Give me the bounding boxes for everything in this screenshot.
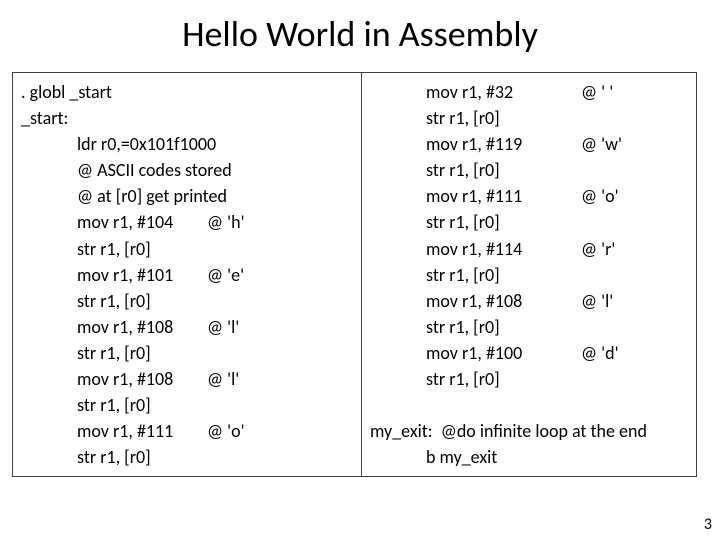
code-text: str r1, [r0] xyxy=(426,262,500,288)
code-text: mov r1, #111 xyxy=(77,418,207,444)
code-line: str r1, [r0] xyxy=(370,209,688,235)
code-line: str r1, [r0] xyxy=(370,366,688,392)
code-text: mov r1, #111 xyxy=(426,183,581,209)
code-text: str r1, [r0] xyxy=(426,209,500,235)
code-container: . globl _start _start: ldr r0,=0x101f100… xyxy=(0,72,720,477)
code-line: mov r1, #119@ 'w' xyxy=(370,131,688,157)
code-line: mov r1, #101@ 'e' xyxy=(21,262,353,288)
code-line: mov r1, #32@ ' ' xyxy=(370,79,688,105)
code-line: mov r1, #100@ 'd' xyxy=(370,340,688,366)
code-text: . globl _start xyxy=(21,79,112,105)
code-line: ldr r0,=0x101f1000 xyxy=(21,131,353,157)
code-text: mov r1, #104 xyxy=(77,209,207,235)
code-comment: @ 'l' xyxy=(581,288,613,314)
code-text: ldr r0,=0x101f1000 xyxy=(77,131,216,157)
code-line: str r1, [r0] xyxy=(21,288,353,314)
code-text: @ at [r0] get printed xyxy=(77,183,227,209)
code-comment: @ 'd' xyxy=(581,340,619,366)
code-comment: @ 'l' xyxy=(207,366,239,392)
code-line: str r1, [r0] xyxy=(21,236,353,262)
code-line: my_exit: @do infinite loop at the end xyxy=(370,418,688,444)
code-line: @ ASCII codes stored xyxy=(21,157,353,183)
code-text: mov r1, #108 xyxy=(77,314,207,340)
code-text: str r1, [r0] xyxy=(77,236,151,262)
code-text: mov r1, #108 xyxy=(426,288,581,314)
code-line: mov r1, #104@ 'h' xyxy=(21,209,353,235)
code-line: str r1, [r0] xyxy=(21,444,353,470)
page-number: 3 xyxy=(704,515,712,534)
code-comment: @ 'w' xyxy=(581,131,622,157)
code-comment: @ ' ' xyxy=(581,79,613,105)
code-text: str r1, [r0] xyxy=(426,157,500,183)
code-line: mov r1, #111@ 'o' xyxy=(370,183,688,209)
code-text: b my_exit xyxy=(426,444,497,470)
code-line: . globl _start xyxy=(21,79,353,105)
code-text: my_exit: @do infinite loop at the end xyxy=(370,418,647,444)
code-line: str r1, [r0] xyxy=(21,392,353,418)
code-text: mov r1, #100 xyxy=(426,340,581,366)
code-text: @ ASCII codes stored xyxy=(77,157,232,183)
code-comment: @ 'o' xyxy=(581,183,619,209)
code-line: mov r1, #108@ 'l' xyxy=(21,366,353,392)
slide-title: Hello World in Assembly xyxy=(0,0,720,72)
code-line: mov r1, #114@ 'r' xyxy=(370,236,688,262)
code-text: str r1, [r0] xyxy=(426,366,500,392)
code-text: str r1, [r0] xyxy=(426,314,500,340)
code-comment: @ 'h' xyxy=(207,209,245,235)
code-text: str r1, [r0] xyxy=(77,340,151,366)
code-text: mov r1, #108 xyxy=(77,366,207,392)
code-line: mov r1, #108@ 'l' xyxy=(21,314,353,340)
code-text: str r1, [r0] xyxy=(77,392,151,418)
code-comment: @ 'o' xyxy=(207,418,245,444)
code-text: str r1, [r0] xyxy=(426,105,500,131)
code-text: mov r1, #119 xyxy=(426,131,581,157)
code-text xyxy=(370,392,374,418)
code-text: str r1, [r0] xyxy=(77,444,151,470)
code-line: mov r1, #111@ 'o' xyxy=(21,418,353,444)
code-comment: @ 'e' xyxy=(207,262,244,288)
code-line: @ at [r0] get printed xyxy=(21,183,353,209)
code-text: mov r1, #101 xyxy=(77,262,207,288)
code-comment: @ 'r' xyxy=(581,236,615,262)
code-line: str r1, [r0] xyxy=(370,314,688,340)
code-line: _start: xyxy=(21,105,353,131)
code-text: str r1, [r0] xyxy=(77,288,151,314)
code-column-left: . globl _start _start: ldr r0,=0x101f100… xyxy=(12,72,362,477)
code-line: b my_exit xyxy=(370,444,688,470)
code-line: str r1, [r0] xyxy=(21,340,353,366)
code-line: str r1, [r0] xyxy=(370,157,688,183)
code-column-right: mov r1, #32@ ' ' str r1, [r0] mov r1, #1… xyxy=(362,72,697,477)
code-text: mov r1, #32 xyxy=(426,79,581,105)
code-line xyxy=(370,392,688,418)
code-text: _start: xyxy=(21,105,68,131)
code-line: mov r1, #108@ 'l' xyxy=(370,288,688,314)
code-text: mov r1, #114 xyxy=(426,236,581,262)
code-comment: @ 'l' xyxy=(207,314,239,340)
code-line: str r1, [r0] xyxy=(370,262,688,288)
code-line: str r1, [r0] xyxy=(370,105,688,131)
